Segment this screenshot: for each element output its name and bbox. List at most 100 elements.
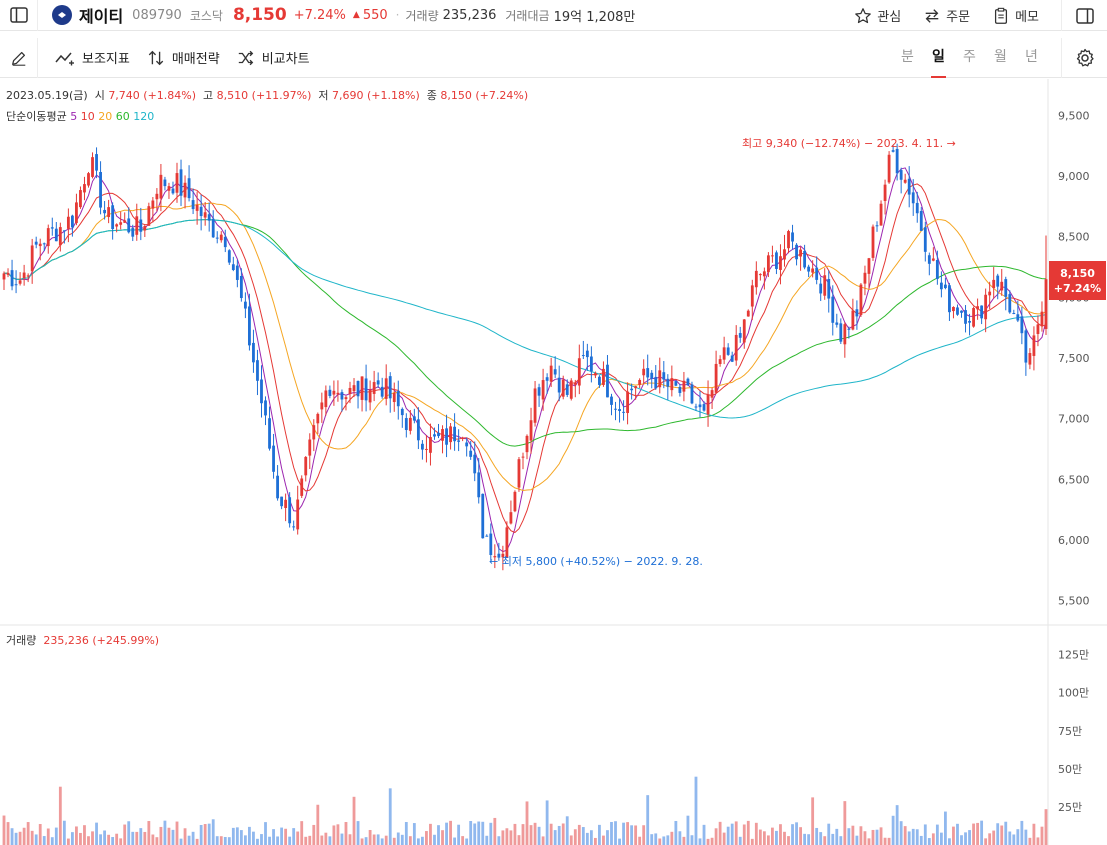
candle-body (1008, 294, 1012, 313)
volume-bar (461, 836, 465, 845)
strategy-button[interactable]: 매매전략 (147, 48, 220, 67)
candle-body (1032, 335, 1036, 356)
candle-body (191, 200, 195, 210)
drawing-tool-button[interactable] (0, 37, 38, 78)
swap-arrows-icon (925, 8, 939, 23)
volume-bar (457, 824, 461, 845)
volume-bar (754, 822, 758, 845)
candle-body (686, 378, 690, 386)
volume-bar (1008, 831, 1012, 845)
candle-body (437, 432, 440, 437)
candle-body (87, 173, 90, 186)
volume-bar (18, 831, 22, 845)
candle-body (392, 392, 396, 403)
volume-bar (807, 834, 811, 845)
volume-bar (477, 821, 481, 845)
candle-body (235, 265, 239, 280)
candle-body (895, 148, 899, 174)
volume-bar (581, 827, 585, 845)
low-annotation: ← 최저 5,800 (+40.52%) − 2022. 9. 28. (489, 555, 703, 568)
candle-body (525, 435, 529, 453)
tab-week[interactable]: 주 (963, 49, 976, 65)
candle-body (626, 391, 629, 414)
tab-day[interactable]: 일 (923, 38, 954, 78)
candle-body (734, 334, 738, 361)
price-chart[interactable]: 9,5009,0008,5008,0007,5007,0006,5006,000… (0, 79, 1107, 845)
volume-bar (783, 831, 786, 845)
candle-body (899, 170, 903, 180)
volume-bar (433, 834, 436, 845)
candle-body (26, 275, 30, 277)
volume-bar (545, 800, 549, 845)
tab-minute[interactable]: 분 (901, 49, 914, 65)
candle-body (211, 218, 215, 238)
sidebar-toggle-button[interactable] (0, 0, 38, 31)
stock-logo-icon (52, 5, 72, 25)
candle-body (477, 472, 481, 498)
candle-body (1000, 281, 1004, 291)
compare-button[interactable]: 비교차트 (237, 48, 310, 67)
volume-bar (907, 831, 911, 845)
candle-body (421, 443, 424, 450)
compare-label: 비교차트 (261, 52, 310, 67)
volume-bar (155, 837, 159, 845)
chart-settings-button[interactable] (1061, 38, 1107, 78)
right-panel-toggle-button[interactable] (1061, 0, 1107, 31)
volume-bar (1024, 829, 1028, 845)
candle-body (280, 496, 284, 507)
candle-body (243, 301, 247, 309)
candle-body (219, 234, 223, 241)
volume-bar (256, 838, 259, 845)
candle-body (328, 389, 332, 396)
ma-60: 60 (115, 110, 130, 123)
candle-body (1012, 313, 1016, 315)
candle-body (835, 322, 839, 325)
volume-bar (1044, 809, 1048, 845)
candle-body (38, 243, 42, 247)
pen-icon (11, 51, 25, 66)
volume-bar (787, 836, 790, 845)
candle-body (935, 259, 939, 279)
candle-body (115, 224, 119, 227)
volume-bar (573, 829, 577, 845)
volume-bar (87, 836, 90, 845)
volume-bar (935, 824, 939, 845)
volume-bar (795, 822, 798, 845)
candle-body (988, 291, 992, 296)
volume-bar (702, 824, 706, 845)
volume-label: 거래량 (405, 8, 439, 23)
volume-bar (332, 825, 336, 845)
volume-bar (248, 826, 251, 845)
chart-area[interactable]: 9,5009,0008,5008,0007,5007,0006,5006,000… (0, 79, 1107, 845)
candle-body (972, 308, 975, 327)
volume-bar (163, 820, 167, 845)
volume-bar (235, 827, 239, 845)
candle-body (111, 205, 115, 230)
candle-body (642, 368, 646, 376)
low-value: 7,690 (+1.18%) (332, 89, 420, 102)
volume-bar (758, 829, 762, 845)
candle-body (239, 275, 243, 299)
candle-body (557, 377, 561, 393)
tab-month[interactable]: 월 (994, 49, 1007, 65)
volume-bar (91, 831, 94, 845)
volume-bar (1000, 825, 1004, 845)
volume-bar (972, 823, 975, 845)
volume-bar (589, 830, 593, 845)
candle-body (827, 278, 831, 299)
price-tick-label: 8,500 (1058, 231, 1090, 244)
candle-body (646, 368, 650, 378)
candle-body (919, 211, 923, 231)
volume-bar (939, 832, 943, 845)
order-button[interactable]: 주문 (923, 6, 970, 25)
memo-button[interactable]: 메모 (992, 6, 1039, 25)
indicator-button[interactable]: 보조지표 (55, 48, 130, 67)
volume-bar (1040, 826, 1044, 845)
candle-body (388, 376, 392, 399)
moving-average-legend[interactable]: 단순이동평균 5 10 20 60 120 (6, 108, 154, 124)
high-label: 고 (203, 89, 214, 102)
market-name: 코스닥 (189, 8, 223, 23)
watch-button[interactable]: 관심 (854, 6, 901, 25)
candle-body (54, 228, 58, 242)
tab-year[interactable]: 년 (1025, 49, 1038, 65)
